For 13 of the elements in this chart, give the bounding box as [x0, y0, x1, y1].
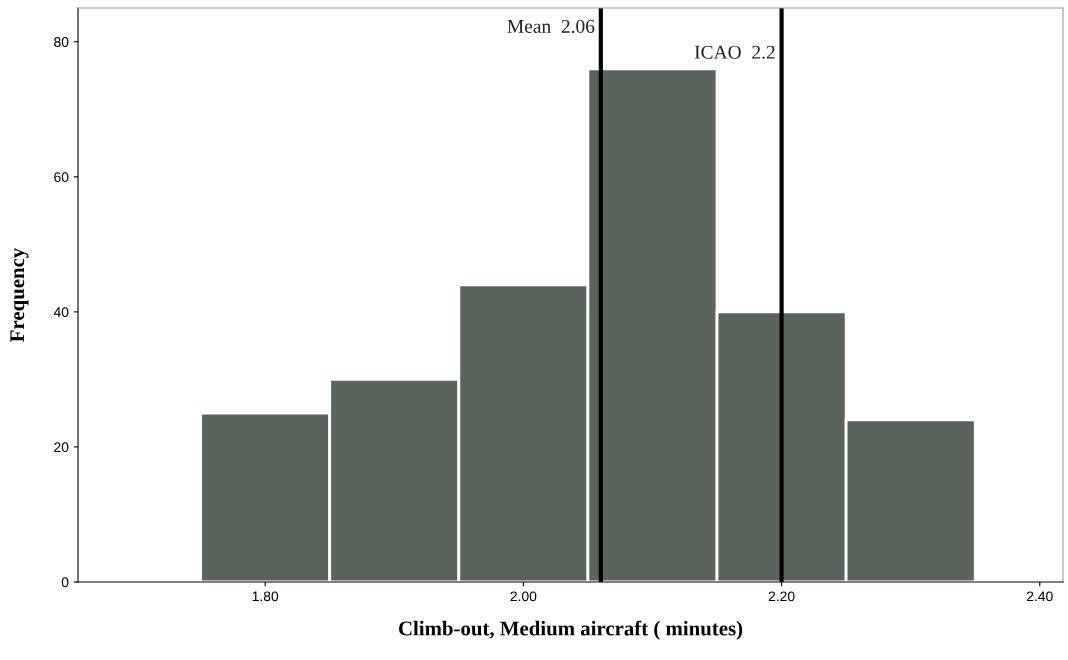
y-tick-label: 20: [54, 442, 69, 453]
y-tick-label: 40: [53, 307, 69, 318]
x-tick-label: 2.40: [1026, 591, 1053, 602]
y-tick-label: 0: [61, 577, 69, 588]
y-tick-label: 60: [54, 172, 69, 182]
x-tick-label: 2.00: [510, 591, 537, 602]
x-tick-label: 1.80: [252, 591, 279, 602]
x-tick-label: 2.20: [768, 591, 795, 602]
x-axis-title: Climb-out, Medium aircraft ( minutes): [398, 620, 743, 640]
ref-line-label: ICAO 2.2: [694, 45, 775, 59]
ref-line-label: Mean 2.06: [507, 19, 595, 34]
y-tick-label: 80: [54, 37, 69, 47]
y-axis-title: Frequency: [10, 247, 29, 342]
